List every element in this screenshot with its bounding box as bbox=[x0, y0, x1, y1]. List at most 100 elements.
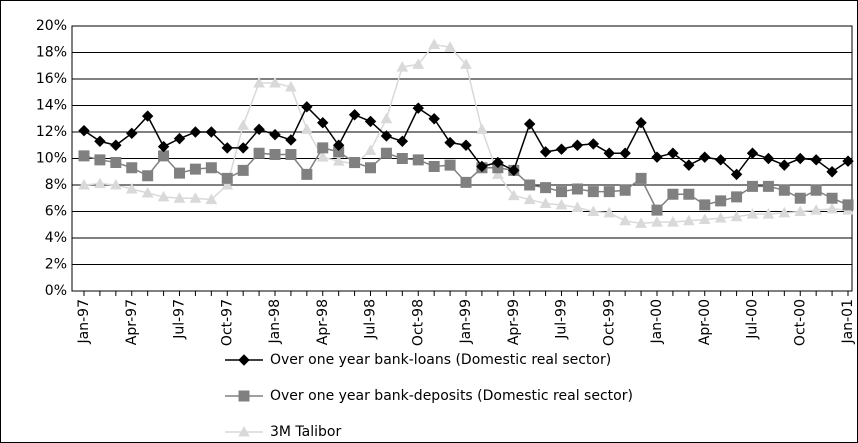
legend-marker bbox=[238, 390, 250, 402]
data-point bbox=[523, 193, 536, 205]
data-point bbox=[157, 140, 170, 153]
data-point bbox=[571, 183, 583, 195]
data-point bbox=[571, 139, 584, 151]
data-point bbox=[826, 166, 838, 178]
data-point bbox=[269, 76, 281, 88]
data-point bbox=[667, 188, 679, 200]
data-point bbox=[221, 172, 233, 184]
data-point bbox=[651, 216, 663, 227]
data-point bbox=[364, 115, 377, 128]
y-tick-label: 2% bbox=[45, 257, 67, 273]
data-point bbox=[237, 142, 249, 154]
data-point bbox=[221, 178, 234, 190]
data-point bbox=[683, 188, 695, 200]
data-point bbox=[428, 113, 440, 125]
y-tick-label: 16% bbox=[36, 71, 67, 87]
data-point bbox=[619, 147, 631, 159]
data-point bbox=[380, 147, 392, 159]
data-point bbox=[316, 151, 329, 162]
data-point bbox=[460, 58, 472, 69]
data-point bbox=[826, 192, 838, 204]
data-point bbox=[810, 154, 822, 166]
data-point bbox=[667, 216, 679, 227]
data-point bbox=[141, 186, 154, 198]
x-tick-label: Jul-97 bbox=[172, 299, 188, 340]
data-point bbox=[778, 184, 790, 196]
data-point bbox=[746, 208, 759, 219]
data-point bbox=[300, 123, 313, 134]
data-point bbox=[683, 159, 695, 171]
data-point bbox=[94, 177, 106, 189]
data-point bbox=[635, 117, 647, 129]
x-tick-label: Jan-01 bbox=[840, 299, 856, 344]
data-point bbox=[364, 144, 377, 156]
data-point bbox=[412, 102, 424, 114]
data-point bbox=[428, 160, 440, 172]
data-point bbox=[794, 205, 807, 216]
data-point bbox=[365, 162, 376, 174]
data-point bbox=[126, 127, 138, 140]
legend-marker bbox=[238, 425, 250, 437]
data-point bbox=[524, 179, 536, 191]
data-point bbox=[237, 119, 250, 130]
data-point bbox=[94, 154, 106, 166]
data-point bbox=[714, 154, 727, 166]
data-point bbox=[842, 155, 854, 167]
legend-marker bbox=[238, 354, 250, 366]
y-tick-label: 10% bbox=[36, 151, 67, 167]
x-tick-label: Jan-97 bbox=[76, 299, 92, 344]
data-point bbox=[778, 159, 791, 171]
x-tick-label: Oct-98 bbox=[410, 299, 426, 346]
data-point bbox=[141, 110, 154, 122]
data-point bbox=[619, 214, 632, 226]
data-point bbox=[221, 142, 233, 154]
x-tick-label: Jan-00 bbox=[649, 299, 665, 344]
data-point bbox=[396, 153, 408, 164]
data-point bbox=[253, 76, 265, 88]
data-point bbox=[380, 130, 393, 142]
y-tick-label: 6% bbox=[45, 204, 67, 220]
y-tick-label: 20% bbox=[36, 18, 67, 34]
x-tick-label: Jul-98 bbox=[363, 299, 379, 340]
data-point bbox=[810, 184, 822, 196]
data-point bbox=[730, 210, 743, 222]
data-point bbox=[730, 168, 743, 181]
data-point bbox=[157, 190, 170, 202]
x-tick-label: Apr-97 bbox=[124, 299, 140, 345]
x-tick-label: Apr-98 bbox=[315, 299, 331, 345]
data-point bbox=[460, 139, 472, 151]
data-point bbox=[126, 162, 138, 174]
data-point bbox=[332, 139, 345, 151]
data-point bbox=[142, 170, 154, 182]
data-point bbox=[348, 109, 361, 121]
data-point bbox=[762, 208, 775, 219]
data-point bbox=[746, 147, 759, 159]
data-point bbox=[189, 192, 202, 203]
data-point bbox=[285, 134, 297, 146]
data-point bbox=[269, 128, 281, 141]
x-tick-label: Apr-99 bbox=[506, 299, 522, 345]
data-point bbox=[237, 164, 249, 176]
data-point bbox=[747, 180, 758, 192]
x-tick-label: Oct-97 bbox=[219, 299, 235, 346]
y-tick-label: 14% bbox=[36, 98, 67, 114]
data-point bbox=[109, 178, 122, 190]
y-tick-label: 0% bbox=[45, 283, 67, 299]
data-point bbox=[539, 197, 552, 209]
data-point bbox=[556, 186, 567, 198]
data-point bbox=[110, 156, 122, 168]
data-point bbox=[349, 156, 361, 168]
legend-label: 3M Talibor bbox=[270, 424, 341, 440]
data-point bbox=[110, 139, 122, 151]
data-point bbox=[778, 206, 791, 218]
data-point bbox=[507, 189, 520, 201]
data-point bbox=[635, 217, 647, 228]
x-tick-label: Apr-00 bbox=[697, 299, 713, 345]
data-point bbox=[94, 135, 106, 147]
data-point bbox=[396, 135, 409, 147]
data-point bbox=[794, 152, 806, 165]
data-point bbox=[651, 151, 663, 163]
data-point bbox=[826, 202, 838, 214]
data-point bbox=[173, 192, 186, 203]
data-point bbox=[651, 204, 663, 216]
